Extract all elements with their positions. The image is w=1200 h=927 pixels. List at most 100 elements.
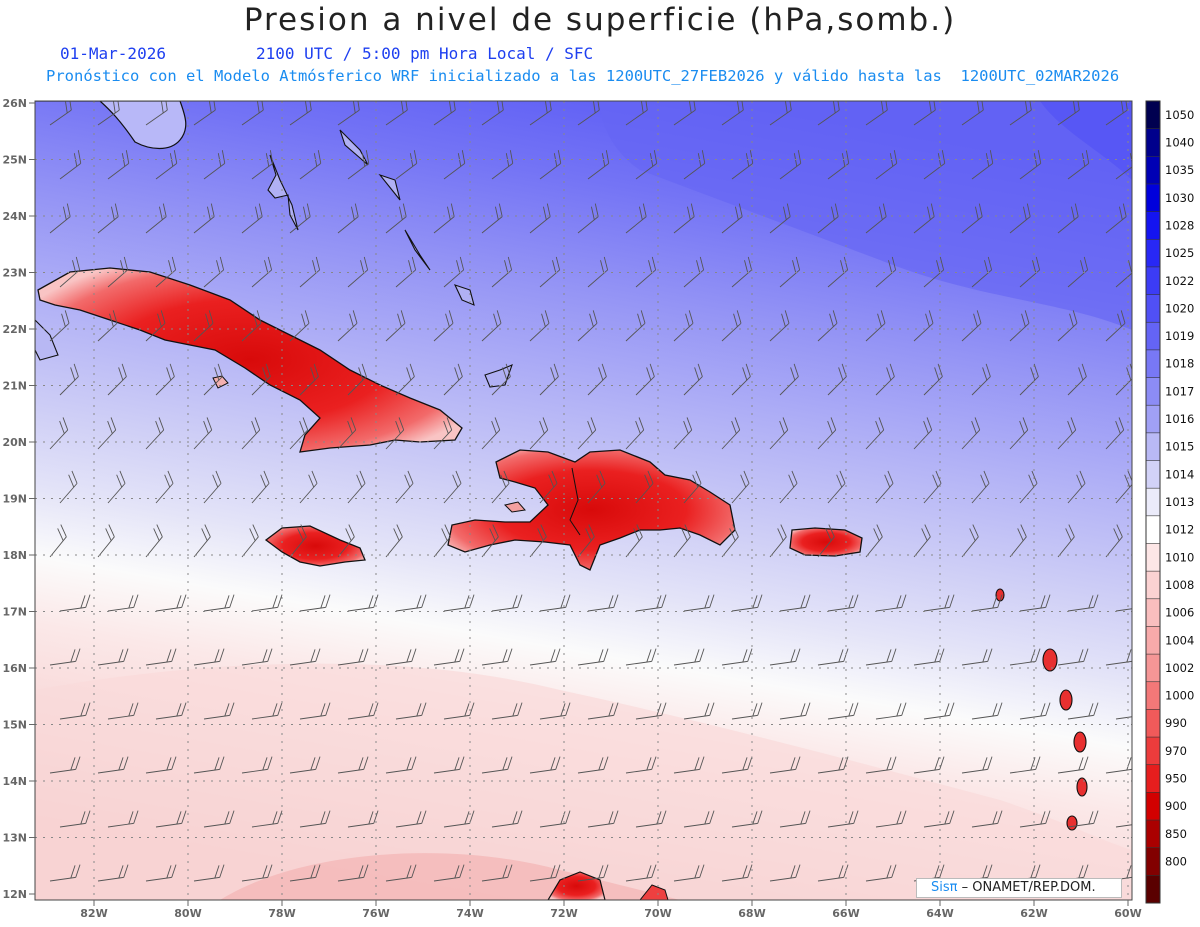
wind-barb bbox=[289, 648, 321, 666]
wind-barb bbox=[779, 810, 811, 828]
colorbar-label: 950 bbox=[1165, 772, 1187, 786]
wind-barb bbox=[385, 203, 407, 234]
wind-barb bbox=[817, 101, 840, 126]
wind-barb bbox=[721, 756, 753, 774]
colorbar-swatch bbox=[1146, 128, 1160, 157]
wind-barb bbox=[289, 524, 307, 558]
colorbar-swatch bbox=[1146, 488, 1160, 517]
colorbar-label: 1050 bbox=[1165, 108, 1194, 122]
wind-barb bbox=[251, 363, 271, 396]
wind-barb bbox=[923, 702, 955, 720]
wind-barb bbox=[289, 101, 312, 126]
wind-barb bbox=[385, 524, 403, 558]
colorbar-swatch bbox=[1146, 764, 1160, 793]
wind-barb bbox=[347, 810, 379, 828]
wind-barb bbox=[49, 417, 69, 450]
wind-barb bbox=[337, 864, 369, 882]
wind-barb bbox=[961, 417, 981, 450]
wind-barb bbox=[289, 756, 321, 774]
wind-barb bbox=[433, 101, 456, 126]
wind-barb bbox=[481, 648, 513, 666]
wind-barb bbox=[289, 310, 310, 342]
credit-box: Sisπ – ONAMET/REP.DOM. bbox=[916, 878, 1122, 898]
wind-barb bbox=[961, 524, 979, 558]
wind-barb bbox=[145, 648, 177, 666]
wind-barb bbox=[865, 310, 886, 342]
wind-barb bbox=[299, 363, 319, 396]
wind-barb bbox=[1057, 310, 1078, 342]
wind-barb bbox=[1067, 363, 1087, 396]
wind-barb bbox=[731, 810, 763, 828]
wind-barb bbox=[49, 864, 81, 882]
wind-barb bbox=[865, 203, 887, 234]
wind-barb bbox=[289, 417, 309, 450]
wind-barb bbox=[145, 524, 163, 558]
wind-barb bbox=[1115, 822, 1132, 828]
lat-label: 20N bbox=[2, 436, 27, 449]
wind-barb bbox=[1057, 756, 1089, 774]
lat-label: 22N bbox=[2, 323, 27, 336]
wind-barb bbox=[1019, 702, 1051, 720]
wind-barb bbox=[193, 864, 225, 882]
wind-barb bbox=[539, 363, 559, 396]
wind-barb bbox=[1057, 203, 1079, 234]
wind-barb bbox=[299, 594, 331, 612]
colorbar-label: 1030 bbox=[1165, 191, 1194, 205]
wind-barb bbox=[1067, 594, 1099, 612]
wind-barb bbox=[299, 810, 331, 828]
colorbar-label: 990 bbox=[1165, 716, 1187, 730]
lat-label: 14N bbox=[2, 775, 27, 788]
wind-barb bbox=[97, 756, 129, 774]
wind-barb bbox=[395, 470, 414, 504]
wind-barb bbox=[241, 756, 273, 774]
lat-label: 19N bbox=[2, 493, 27, 506]
wind-barb bbox=[481, 203, 503, 234]
colorbar-label: 1010 bbox=[1165, 550, 1194, 564]
colorbar-label: 1016 bbox=[1165, 412, 1194, 426]
wind-barb bbox=[865, 756, 897, 774]
wind-barbs bbox=[49, 101, 1132, 882]
wind-barb bbox=[625, 101, 648, 126]
wind-barb bbox=[481, 524, 499, 558]
wind-barb bbox=[145, 756, 177, 774]
lon-label: 76W bbox=[362, 907, 389, 920]
wind-barb bbox=[971, 594, 1003, 612]
wind-barb bbox=[385, 101, 408, 126]
wind-barb bbox=[299, 470, 318, 504]
wind-barb bbox=[193, 756, 225, 774]
wind-barb bbox=[59, 594, 91, 612]
wind-barb bbox=[769, 203, 791, 234]
wind-barb bbox=[433, 524, 451, 558]
colorbar-label: 1018 bbox=[1165, 357, 1194, 371]
wind-barb bbox=[769, 864, 801, 882]
colorbar-swatch bbox=[1146, 709, 1160, 738]
wind-barb bbox=[673, 648, 705, 666]
wind-barb bbox=[577, 417, 597, 450]
wind-barb bbox=[817, 203, 839, 234]
colorbar-swatch bbox=[1146, 460, 1160, 489]
wind-barb bbox=[1009, 203, 1031, 234]
wind-barb bbox=[1009, 524, 1027, 558]
colorbar-swatch bbox=[1146, 432, 1160, 462]
wind-barb bbox=[875, 470, 894, 504]
wind-barb bbox=[491, 594, 523, 612]
wind-barb bbox=[875, 363, 895, 396]
wind-barb bbox=[769, 648, 801, 666]
wind-barb bbox=[769, 101, 792, 126]
wind-barb bbox=[337, 203, 359, 234]
colorbar-swatch bbox=[1146, 847, 1160, 876]
wind-barb bbox=[817, 864, 849, 882]
wind-barb bbox=[481, 417, 501, 450]
wind-barb bbox=[1009, 756, 1041, 774]
wind-barb bbox=[971, 810, 1003, 828]
wind-barb bbox=[59, 363, 79, 396]
wind-barb bbox=[145, 310, 166, 342]
wind-barb bbox=[251, 470, 270, 504]
wind-barb bbox=[913, 203, 935, 234]
wind-barb bbox=[97, 101, 120, 126]
low-pressure-region bbox=[35, 663, 1132, 900]
colorbar-swatch bbox=[1146, 626, 1160, 655]
colorbar-label: 1040 bbox=[1165, 135, 1194, 149]
map-title: Presion a nivel de superficie (hPa,somb.… bbox=[243, 2, 957, 38]
wind-barb bbox=[193, 524, 211, 558]
